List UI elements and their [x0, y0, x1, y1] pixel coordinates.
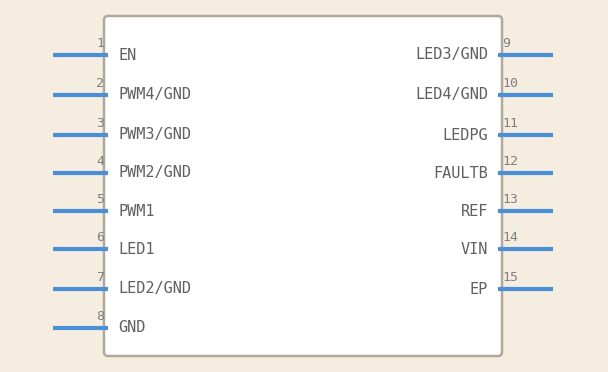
Text: REF: REF: [461, 203, 488, 218]
Text: LED1: LED1: [118, 241, 154, 257]
Text: 6: 6: [96, 231, 104, 244]
Text: FAULTB: FAULTB: [434, 166, 488, 180]
Text: LED4/GND: LED4/GND: [415, 87, 488, 103]
Text: PWM4/GND: PWM4/GND: [118, 87, 191, 103]
Text: 3: 3: [96, 117, 104, 130]
Text: 2: 2: [96, 77, 104, 90]
Text: 14: 14: [502, 231, 518, 244]
Text: 5: 5: [96, 193, 104, 206]
Text: PWM3/GND: PWM3/GND: [118, 128, 191, 142]
Text: 9: 9: [502, 37, 510, 50]
Text: PWM1: PWM1: [118, 203, 154, 218]
Text: 11: 11: [502, 117, 518, 130]
Text: 1: 1: [96, 37, 104, 50]
Text: GND: GND: [118, 321, 145, 336]
Text: 10: 10: [502, 77, 518, 90]
Text: VIN: VIN: [461, 241, 488, 257]
Text: 12: 12: [502, 155, 518, 168]
Text: PWM2/GND: PWM2/GND: [118, 166, 191, 180]
Text: LED3/GND: LED3/GND: [415, 48, 488, 62]
Text: 13: 13: [502, 193, 518, 206]
Text: EN: EN: [118, 48, 136, 62]
Text: 15: 15: [502, 271, 518, 284]
Text: 7: 7: [96, 271, 104, 284]
Text: 4: 4: [96, 155, 104, 168]
Text: LED2/GND: LED2/GND: [118, 282, 191, 296]
Text: 8: 8: [96, 310, 104, 323]
Text: EP: EP: [470, 282, 488, 296]
FancyBboxPatch shape: [104, 16, 502, 356]
Text: LEDPG: LEDPG: [443, 128, 488, 142]
